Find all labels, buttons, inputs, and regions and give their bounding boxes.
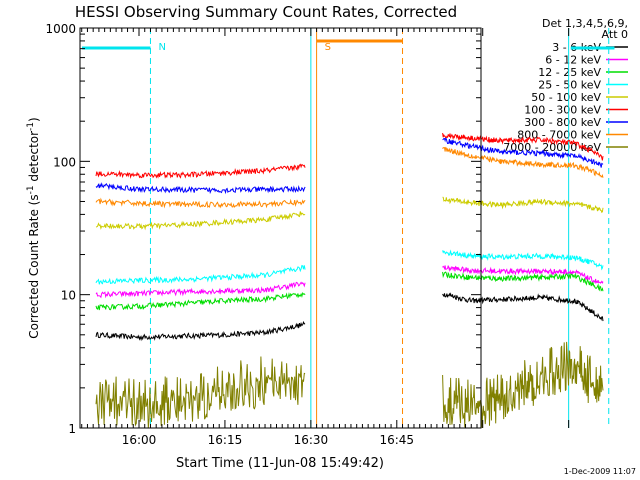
- legend-header-2: Att 0: [602, 28, 628, 41]
- marker-label-n: N: [158, 42, 165, 53]
- series-line: [95, 211, 306, 231]
- series-line: [442, 196, 604, 214]
- x-axis-label: Start Time (11-Jun-08 15:49:42): [176, 456, 384, 471]
- chart-title: HESSI Observing Summary Count Rates, Cor…: [75, 3, 457, 21]
- y-tick-label: 1000: [45, 22, 76, 36]
- x-tick-label: 16:15: [208, 433, 243, 447]
- legend: Det 1,3,4,5,6,9, Att 0 3 - 6 keV6 - 12 k…: [503, 17, 628, 154]
- plot-frame: [79, 27, 482, 429]
- series-line: [442, 249, 604, 271]
- series-line: [442, 271, 604, 292]
- x-tick-label: 16:00: [122, 433, 157, 447]
- series-line: [95, 182, 306, 195]
- series-line: [442, 132, 604, 161]
- series-line: [95, 281, 306, 299]
- series-line: [95, 264, 306, 285]
- legend-header-1: Det 1,3,4,5,6,9,: [542, 17, 628, 30]
- legend-item-label: 25 - 50 keV: [538, 79, 601, 92]
- series-line: [95, 291, 306, 311]
- series-line: [95, 320, 306, 342]
- footer-date: 1-Dec-2009 11:07: [564, 467, 636, 476]
- legend-item-label: 6 - 12 keV: [545, 54, 601, 67]
- series-line: [95, 356, 306, 429]
- series-line: [95, 163, 306, 179]
- marker-label-s: S: [325, 42, 331, 53]
- x-tick-label: 16:30: [294, 433, 329, 447]
- series-line: [442, 146, 604, 178]
- legend-item-label: 50 - 100 keV: [531, 91, 601, 104]
- legend-item-label: 100 - 300 keV: [524, 104, 601, 117]
- y-axis-label: Corrected Count Rate (s-1 detector-1): [26, 117, 41, 338]
- series-line: [442, 341, 604, 428]
- series-line: [442, 265, 604, 285]
- legend-item-label: 300 - 800 keV: [524, 116, 601, 129]
- y-tick-label: 10: [61, 289, 76, 303]
- plot-area: N S 16:00 16:15 16:30 16:45 1 10 100 1000: [45, 22, 615, 447]
- legend-item-label: 800 - 7000 keV: [517, 129, 601, 142]
- series-line: [442, 292, 604, 322]
- y-tick-label: 1: [68, 422, 76, 436]
- x-tick-label: 16:45: [379, 433, 414, 447]
- legend-item-label: 12 - 25 keV: [538, 66, 601, 79]
- series-line: [95, 197, 306, 209]
- series-line: [442, 137, 604, 168]
- y-tick-label: 100: [53, 155, 76, 169]
